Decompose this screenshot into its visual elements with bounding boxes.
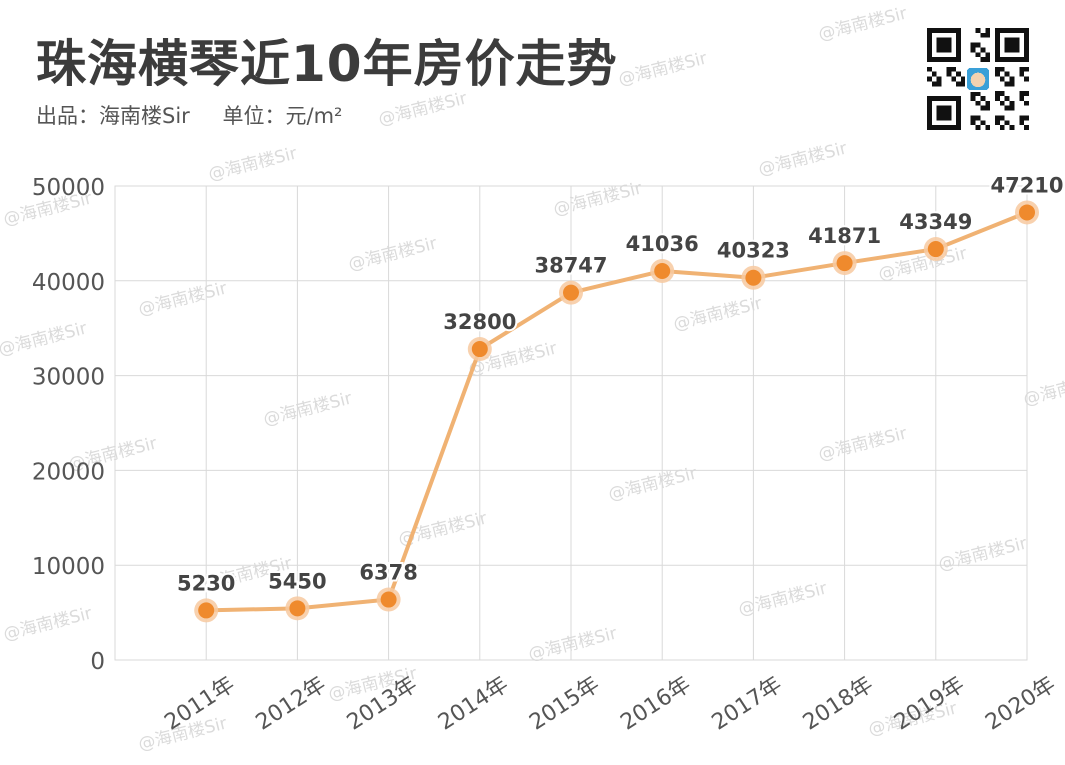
watermark-text: @海南楼Sir — [261, 389, 354, 430]
watermark-text: @海南楼Sir — [1021, 369, 1065, 410]
data-label: 41036 — [626, 232, 699, 256]
data-label: 43349 — [899, 210, 972, 234]
data-label: 6378 — [359, 561, 417, 585]
subtitle: 出品：海南楼Sir 单位：元/m² — [36, 100, 368, 130]
y-tick-label: 30000 — [32, 365, 105, 391]
watermark-text: @海南楼Sir — [936, 534, 1029, 575]
watermark-text: @海南楼Sir — [376, 89, 469, 130]
watermark-text: @海南楼Sir — [816, 424, 909, 465]
data-point — [289, 600, 306, 617]
source-label: 出品：海南楼Sir — [36, 104, 190, 128]
series-line — [204, 210, 1029, 613]
x-tick-label: 2012年 — [252, 672, 331, 735]
data-point — [654, 262, 671, 279]
data-label: 5230 — [177, 571, 235, 595]
watermark-layer: @海南楼Sir @海南楼Sir @海南楼Sir @海南楼Sir @海南楼Sir @海南楼S… — [0, 4, 1065, 755]
watermark-text: @海南楼Sir — [736, 579, 829, 620]
x-tick-label: 2015年 — [525, 672, 604, 735]
watermark-text: @海南楼Sir — [136, 279, 229, 320]
y-tick-label: 10000 — [32, 554, 105, 580]
y-tick-label: 20000 — [32, 459, 105, 485]
data-label: 32800 — [443, 310, 516, 334]
watermark-text: @海南楼Sir — [206, 144, 299, 185]
data-point — [927, 241, 944, 258]
watermark-text: @海南楼Sir — [671, 294, 764, 335]
x-tick-label: 2014年 — [434, 672, 513, 735]
data-point — [836, 255, 853, 272]
watermark-text: @海南楼Sir — [1, 604, 94, 645]
qr-code-icon — [927, 28, 1029, 130]
data-point — [745, 269, 762, 286]
data-point — [471, 341, 488, 358]
y-tick-label: 0 — [90, 649, 105, 675]
data-label: 40323 — [717, 239, 790, 263]
watermark-text: @海南楼Sir — [0, 319, 89, 360]
watermark-text: @海南楼Sir — [816, 4, 909, 45]
y-tick-label: 50000 — [32, 175, 105, 201]
data-point — [198, 602, 215, 619]
watermark-text: @海南楼Sir — [616, 49, 709, 90]
unit-label: 单位：元/m² — [222, 104, 343, 128]
data-point — [380, 591, 397, 608]
x-tick-label: 2017年 — [708, 672, 787, 735]
y-tick-label: 40000 — [32, 270, 105, 296]
watermark-text: @海南楼Sir — [551, 179, 644, 220]
data-point — [1019, 204, 1035, 221]
x-tick-label: 2018年 — [799, 672, 878, 735]
data-label: 38747 — [534, 254, 607, 278]
x-tick-label: 2016年 — [616, 672, 695, 735]
data-point — [563, 284, 579, 301]
data-label: 47210 — [990, 173, 1063, 197]
page-title: 珠海横琴近10年房价走势 — [36, 35, 618, 93]
data-label: 41871 — [808, 224, 881, 248]
watermark-text: @海南楼Sir — [606, 464, 699, 505]
watermark-text: @海南楼Sir — [756, 139, 849, 180]
watermark-text: @海南楼Sir — [346, 234, 439, 275]
data-label: 5450 — [268, 569, 326, 593]
x-tick-label: 2019年 — [890, 672, 969, 735]
watermark-text: @海南楼Sir — [526, 624, 619, 665]
x-tick-label: 2020年 — [981, 672, 1060, 735]
